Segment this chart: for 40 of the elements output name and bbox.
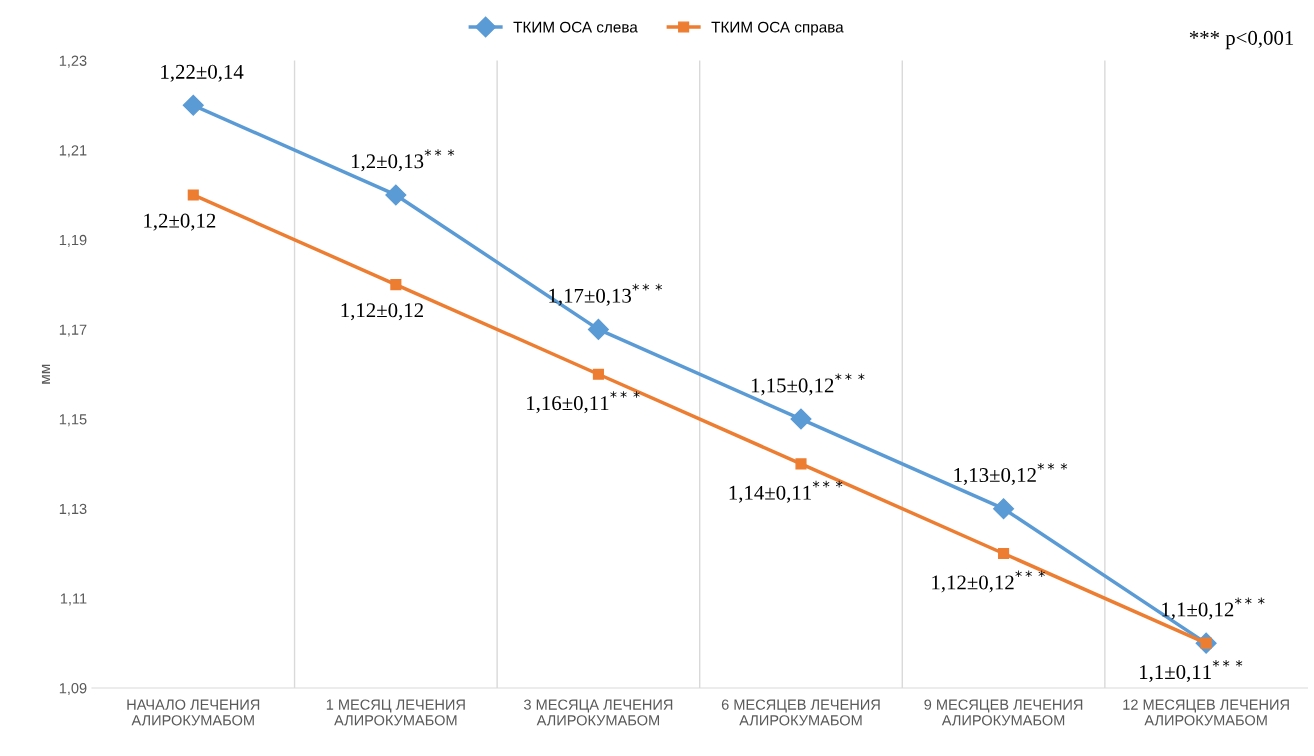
x-tick-label: 3 МЕСЯЦА ЛЕЧЕНИЯ АЛИРОКУМАБОМ	[523, 699, 673, 726]
text: *** p<0,001	[1189, 30, 1294, 50]
y-tick-label: 1,09	[59, 683, 87, 696]
annotation: 1,12±0,12	[341, 303, 423, 321]
legend-label: ТКИМ ОСА справа	[711, 21, 844, 36]
annotation: 1,15±0,12$^{***}$	[751, 373, 865, 396]
y-axis-title: мм	[41, 364, 51, 384]
point	[790, 408, 812, 430]
annotation: 1,1±0,11$^{***}$	[1140, 660, 1243, 683]
annotation: 1,22±0,14	[161, 64, 244, 82]
point	[182, 94, 204, 116]
point	[385, 184, 407, 206]
y-tick-label: 1,13	[59, 503, 87, 516]
y-tick-label: 1,21	[59, 145, 87, 158]
annotation: 1,2±0,13$^{***}$	[351, 149, 455, 172]
point	[592, 368, 604, 380]
x-tick-label: 9 МЕСЯЦЕВ ЛЕЧЕНИЯ АЛИРОКУМАБОМ	[924, 699, 1083, 726]
y-tick-label: 1,15	[59, 414, 87, 427]
annotation: 1,12±0,12$^{***}$	[932, 570, 1045, 593]
point	[998, 547, 1010, 560]
point	[390, 279, 402, 291]
x-tick-label: НАЧАЛО ЛЕЧЕНИЯ АЛИРОКУМАБОМ	[127, 699, 260, 726]
x-tick-label: 12 МЕСЯЦЕВ ЛЕЧЕНИЯ АЛИРОКУМАБОМ	[1123, 699, 1289, 726]
annotation: 1,1±0,12$^{***}$	[1162, 597, 1265, 620]
annotation: 1,14±0,11$^{***}$	[729, 480, 843, 503]
point	[795, 458, 807, 470]
annotation: 1,17±0,13$^{***}$	[549, 283, 662, 306]
y-tick-label: 1,17	[59, 324, 87, 337]
y-tick-label: 1,23	[59, 55, 87, 68]
point	[187, 189, 199, 201]
y-tick-label: 1,19	[59, 234, 87, 247]
x-tick-label: 1 МЕСЯЦ ЛЕЧЕНИЯ АЛИРОКУМАБОМ	[326, 699, 465, 726]
y-tick-label: 1,11	[60, 593, 87, 606]
point	[993, 498, 1015, 520]
legend-label: ТКИМ ОСА слева	[513, 21, 638, 33]
annotation: 1,13±0,12$^{***}$	[954, 463, 1068, 486]
point	[587, 318, 609, 340]
annotation: 1,2±0,12	[144, 213, 216, 231]
annotation: 1,16±0,11$^{***}$	[527, 391, 640, 414]
x-tick-label: 6 МЕСЯЦЕВ ЛЕЧЕНИЯ АЛИРОКУМАБОМ	[721, 699, 880, 726]
